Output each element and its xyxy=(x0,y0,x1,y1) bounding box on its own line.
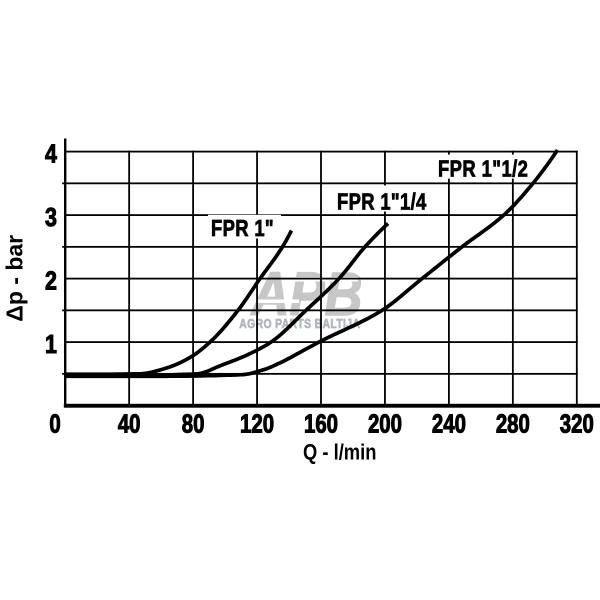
svg-text:FPR 1": FPR 1" xyxy=(211,216,274,241)
svg-text:Δp - bar: Δp - bar xyxy=(2,235,28,322)
svg-text:240: 240 xyxy=(432,409,466,438)
svg-text:120: 120 xyxy=(240,409,274,438)
svg-text:80: 80 xyxy=(182,409,205,438)
svg-text:160: 160 xyxy=(304,409,338,438)
svg-text:1: 1 xyxy=(45,330,57,358)
svg-text:FPR 1"1/4: FPR 1"1/4 xyxy=(337,189,427,214)
svg-text:AGRO PARTS BALTIJA: AGRO PARTS BALTIJA xyxy=(239,317,360,331)
svg-text:4: 4 xyxy=(45,140,57,168)
svg-text:320: 320 xyxy=(560,409,594,438)
svg-text:200: 200 xyxy=(368,409,402,438)
svg-text:Q - l/min: Q - l/min xyxy=(303,441,376,465)
svg-text:0: 0 xyxy=(49,409,60,438)
svg-text:2: 2 xyxy=(45,267,57,295)
svg-text:FPR 1"1/2: FPR 1"1/2 xyxy=(438,157,528,182)
svg-text:280: 280 xyxy=(496,409,530,438)
svg-text:3: 3 xyxy=(45,203,57,231)
svg-text:40: 40 xyxy=(118,409,141,438)
